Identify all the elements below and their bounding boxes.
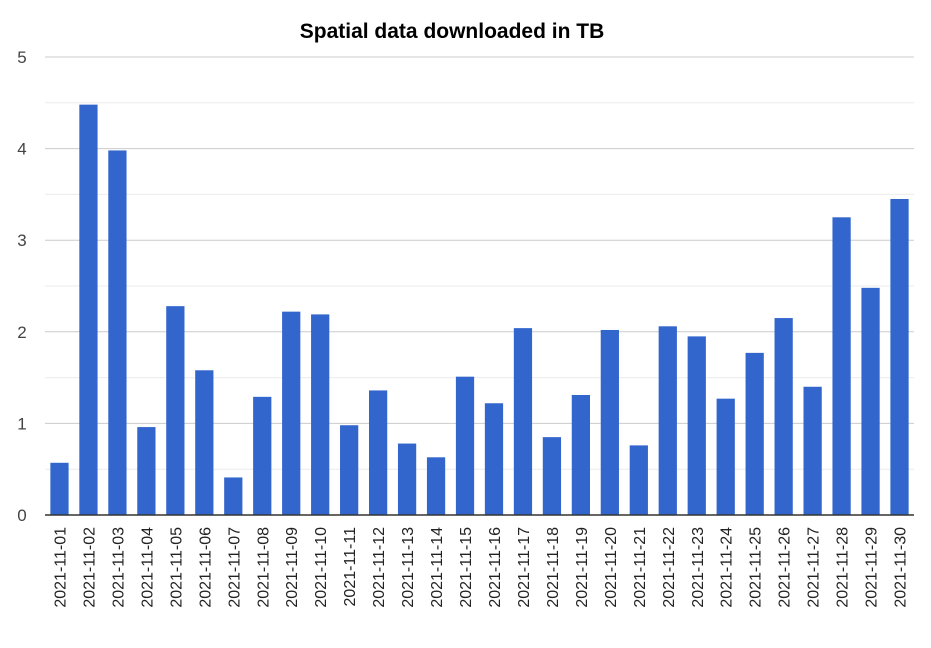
y-tick-label: 4 (17, 140, 26, 159)
y-tick-label: 1 (17, 414, 26, 433)
bar-2021-11-18 (542, 437, 562, 515)
bar-2021-11-25 (745, 352, 764, 515)
y-tick-label: 5 (17, 48, 26, 67)
bar-2021-11-27 (803, 386, 822, 515)
bar-2021-11-05 (166, 306, 185, 515)
x-tick-label: 2021-11-01 (52, 527, 69, 608)
bar-2021-11-14 (426, 457, 446, 515)
bar-2021-11-24 (716, 398, 735, 515)
bar-2021-11-04 (137, 427, 156, 515)
y-tick-label: 0 (17, 506, 26, 525)
bar-2021-11-15 (455, 376, 475, 515)
bar-2021-11-20 (600, 329, 619, 515)
bar-2021-11-22 (658, 326, 677, 515)
bar-2021-11-10 (311, 314, 330, 515)
x-tick-label: 2021-11-26 (777, 527, 794, 608)
bar-2021-11-13 (397, 443, 417, 515)
bar-2021-11-02 (79, 104, 98, 516)
bar-2021-11-26 (774, 318, 793, 515)
bar-2021-11-17 (513, 328, 533, 515)
gridlines (45, 56, 914, 470)
x-tick-label: 2021-11-18 (545, 527, 562, 608)
x-tick-label: 2021-11-13 (400, 527, 417, 608)
y-axis-ticks: 0 1 2 3 4 5 (17, 48, 26, 525)
bar-2021-11-03 (108, 150, 127, 515)
bar-2021-11-08 (253, 396, 272, 515)
bar-2021-11-06 (195, 370, 214, 515)
bar-2021-11-12 (368, 390, 388, 515)
bar-2021-11-07 (224, 477, 243, 515)
bar-2021-11-23 (687, 336, 706, 515)
x-tick-label: 2021-11-28 (835, 527, 852, 608)
x-tick-label: 2021-11-20 (603, 527, 620, 608)
x-tick-label: 2021-11-02 (81, 527, 98, 608)
x-tick-label: 2021-11-25 (748, 527, 765, 608)
x-tick-label: 2021-11-15 (458, 527, 475, 608)
x-tick-label: 2021-11-24 (719, 527, 736, 608)
bar-2021-11-21 (629, 445, 648, 515)
x-tick-label: 2021-11-22 (661, 527, 678, 608)
bars (50, 104, 909, 516)
x-axis-ticks: 2021-11-01 2021-11-02 2021-11-03 2021-11-04… (52, 527, 909, 608)
bar-2021-11-16 (484, 403, 504, 515)
bar-2021-11-09 (282, 311, 301, 515)
bar-2021-11-11 (340, 425, 359, 515)
x-tick-label: 2021-11-11 (342, 527, 359, 607)
x-tick-label: 2021-11-16 (487, 527, 504, 608)
x-tick-label: 2021-11-09 (284, 527, 301, 608)
bar-2021-11-19 (571, 395, 591, 515)
x-tick-label: 2021-11-23 (690, 527, 707, 608)
x-tick-label: 2021-11-03 (110, 527, 127, 608)
bar-2021-11-29 (861, 287, 880, 515)
bar-2021-11-01 (50, 462, 69, 515)
x-tick-label: 2021-11-19 (574, 527, 591, 608)
x-tick-label: 2021-11-17 (516, 527, 533, 608)
x-tick-label: 2021-11-14 (429, 527, 446, 608)
y-tick-label: 2 (17, 323, 26, 342)
bar-2021-11-30 (890, 198, 909, 516)
x-tick-label: 2021-11-06 (197, 527, 214, 608)
x-tick-label: 2021-11-05 (168, 527, 185, 608)
x-tick-label: 2021-11-04 (139, 527, 156, 608)
x-tick-label: 2021-11-27 (806, 527, 823, 608)
x-tick-label: 2021-11-21 (632, 527, 649, 608)
x-tick-label: 2021-11-12 (371, 527, 388, 608)
x-tick-label: 2021-11-10 (313, 527, 330, 608)
x-tick-label: 2021-11-08 (255, 527, 272, 608)
x-tick-label: 2021-11-29 (864, 527, 881, 608)
bar-2021-11-28 (832, 217, 851, 516)
chart-title: Spatial data downloaded in TB (300, 20, 605, 43)
x-tick-label: 2021-11-07 (226, 527, 243, 608)
x-tick-label: 2021-11-30 (893, 527, 910, 608)
y-tick-label: 3 (17, 231, 26, 250)
